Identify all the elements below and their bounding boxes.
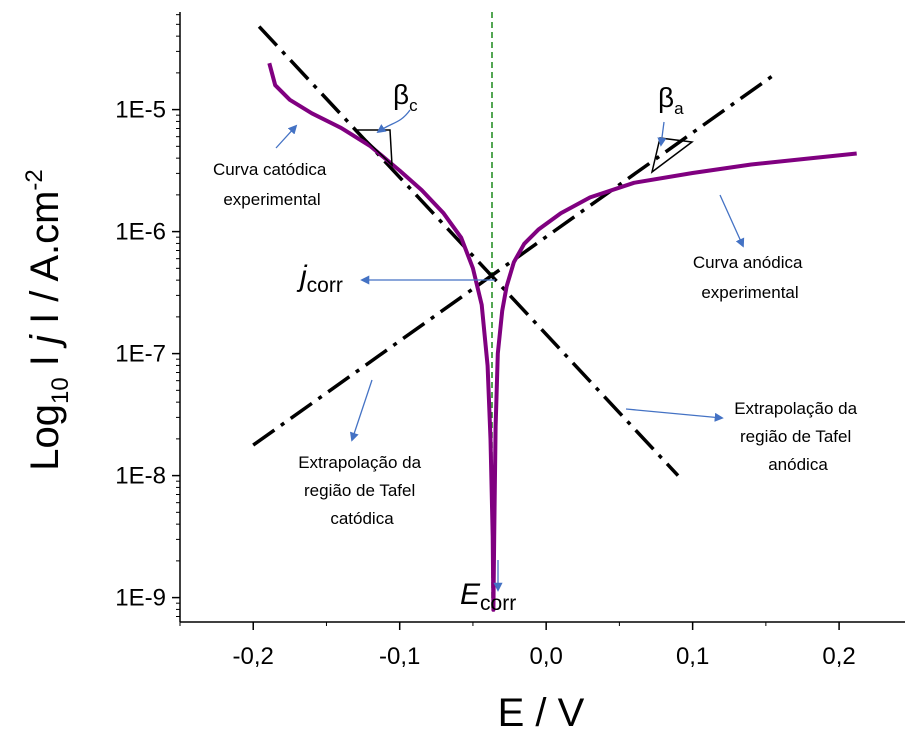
axes	[179, 12, 905, 623]
curva-catodica-arrow	[275, 124, 298, 149]
experimental-polarization-curve	[267, 62, 857, 612]
tafel-anodica-arrow	[625, 408, 724, 422]
x-axis-label: E / V	[498, 691, 585, 735]
x-ticks: -0,2 -0,1 0,0 0,1 0,2	[179, 622, 856, 670]
y-tick-label: 1E-8	[115, 463, 166, 490]
beta-c-triangle	[354, 129, 393, 167]
beta-a-arrow	[657, 121, 667, 147]
x-tick-label: 0,0	[529, 643, 562, 670]
curva-anodica-label: Curva anódica experimental	[693, 253, 807, 302]
cathodic-tafel-line	[257, 25, 680, 477]
y-tick-label: 1E-9	[115, 585, 166, 612]
curva-anodica-arrow	[719, 194, 745, 248]
anodic-tafel-line	[252, 73, 775, 447]
x-tick-label: -0,2	[233, 643, 274, 670]
tafel-anodica-label: Extrapolação da região de Tafel anódica	[734, 399, 862, 474]
x-tick-label: -0,1	[379, 643, 420, 670]
y-ticks: 1E-5 1E-6 1E-7 1E-8 1E-9	[115, 14, 180, 617]
x-tick-label: 0,2	[822, 643, 855, 670]
curva-catodica-label: Curva catódica experimental	[213, 160, 331, 209]
beta-a-label: βa	[658, 82, 684, 118]
tafel-catodica-arrow	[349, 379, 373, 442]
beta-c-label: βc	[393, 79, 418, 115]
y-tick-label: 1E-6	[115, 219, 166, 246]
y-axis-label: Log10 I j I / A.cm-2	[21, 169, 74, 471]
annotation-arrows	[275, 109, 745, 592]
ecorr-label: Ecorr	[460, 578, 516, 615]
beta-c-arrow	[376, 109, 411, 134]
y-tick-label: 1E-5	[115, 97, 166, 124]
x-tick-label: 0,1	[676, 643, 709, 670]
tafel-catodica-label: Extrapolação da região de Tafel catódica	[298, 453, 426, 528]
y-tick-label: 1E-7	[115, 341, 166, 368]
plot-area	[252, 12, 857, 612]
beta-a-triangle	[650, 137, 694, 174]
jcorr-label: jcorr	[296, 260, 343, 297]
